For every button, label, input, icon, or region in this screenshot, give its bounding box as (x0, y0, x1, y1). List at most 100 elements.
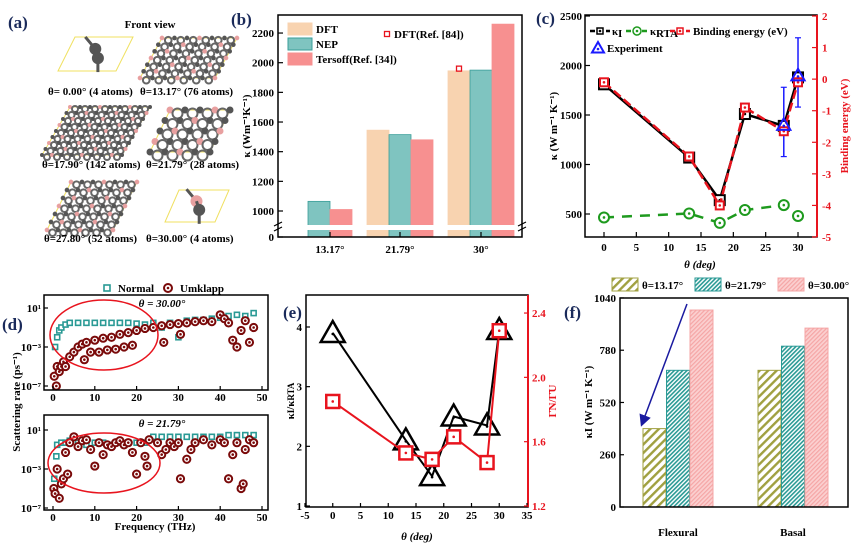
ratio-point (439, 401, 468, 427)
legend-label: θ=30.00° (808, 280, 849, 292)
ring (104, 204, 113, 214)
data-point-dot (743, 208, 747, 212)
atom (77, 227, 83, 233)
atom (144, 111, 149, 115)
atom (206, 117, 214, 124)
x-axis-label-c: θ (deg) (684, 259, 716, 271)
y-tick-label-right: 2.4 (532, 308, 546, 320)
umklapp-point-dot (210, 443, 214, 447)
bond (93, 48, 100, 59)
umklapp-point-dot (118, 439, 122, 442)
atom (89, 203, 95, 209)
atom (166, 69, 172, 74)
atom (56, 203, 62, 209)
umklapp-point-dot (179, 333, 182, 336)
ring (191, 75, 201, 85)
atom (107, 141, 111, 145)
atom (74, 129, 78, 133)
atom (108, 105, 112, 109)
x-tick-label: 25 (466, 510, 478, 522)
subplot-annotation: θ = 30.00° (139, 298, 186, 310)
atom (67, 141, 71, 145)
ring (94, 180, 103, 190)
atom (110, 227, 116, 233)
atom (114, 111, 119, 115)
ring (93, 204, 102, 214)
atom (151, 138, 159, 145)
ring (197, 42, 207, 52)
structure-cell-2 (40, 105, 152, 161)
atom (110, 153, 114, 157)
umklapp-point-dot (164, 448, 168, 451)
umklapp-point-dot (93, 338, 97, 342)
atom (176, 117, 184, 124)
ring (186, 62, 196, 72)
structure-cell-5 (164, 188, 230, 224)
atom (176, 148, 184, 156)
atom (197, 35, 202, 41)
atom (78, 105, 82, 109)
ratio-point-dot (331, 332, 335, 336)
atom (124, 129, 128, 133)
atom (214, 49, 220, 54)
umklapp-point-dot (106, 348, 109, 352)
series-line-1 (603, 203, 799, 225)
x-tick-label: 5 (634, 242, 640, 254)
gamma-ratio-point-dot (430, 458, 434, 461)
atom (103, 219, 109, 225)
structure-caption: θ=17.90° (142 atoms) (42, 159, 141, 171)
atom (196, 106, 204, 114)
umklapp-point-dot (239, 329, 243, 332)
umklapp-point-dot (185, 457, 189, 461)
atom (173, 55, 179, 61)
ring (226, 35, 236, 45)
ring (59, 228, 68, 238)
ring (176, 128, 189, 141)
panel-label-f: (f) (564, 303, 581, 322)
atom (127, 123, 132, 127)
ring (208, 69, 217, 78)
y-label-part: κ (285, 400, 297, 407)
gamma-ratio-point-dot (331, 400, 335, 403)
normal-point (66, 319, 74, 327)
atom (131, 117, 135, 121)
ratio-point-dot (452, 416, 455, 419)
atom (203, 69, 209, 74)
legend-label: Experiment (607, 43, 663, 55)
y-tick-label: 0 (611, 502, 617, 514)
atom (96, 211, 102, 217)
atom (216, 69, 222, 74)
x-category-label: Basal (780, 527, 806, 539)
atom (184, 35, 190, 41)
atom (90, 135, 95, 139)
structure-caption: θ=27.80° (52 atoms) (44, 233, 137, 245)
ratio-point-dot (430, 475, 434, 479)
ring (111, 212, 120, 222)
plot-frame-b (277, 14, 523, 238)
x-tick-label: 20 (438, 510, 450, 522)
legend-swatch (777, 277, 805, 292)
atom (104, 111, 109, 115)
data-point-dot (602, 216, 606, 219)
ring (86, 196, 95, 206)
x-tick-label: 30 (173, 392, 185, 404)
umklapp-point-dot (202, 319, 205, 322)
umklapp-point-dot (243, 319, 247, 322)
umklapp-point-dot (57, 370, 61, 373)
y-tick-label: 2200 (252, 28, 275, 40)
legend-marker-experiment (590, 39, 606, 54)
atom (196, 138, 204, 145)
y-label-part: κ (285, 412, 297, 419)
atom (181, 138, 189, 145)
normal-point (108, 319, 115, 327)
y-tick-label: 1000 (560, 160, 583, 172)
atom (50, 153, 54, 157)
normal-point (158, 433, 165, 441)
atom (114, 219, 120, 225)
ring (186, 139, 199, 151)
axis-break-gap (279, 225, 521, 230)
atom (52, 211, 58, 217)
ring (201, 35, 211, 45)
atom (187, 75, 193, 81)
atom (127, 141, 131, 145)
